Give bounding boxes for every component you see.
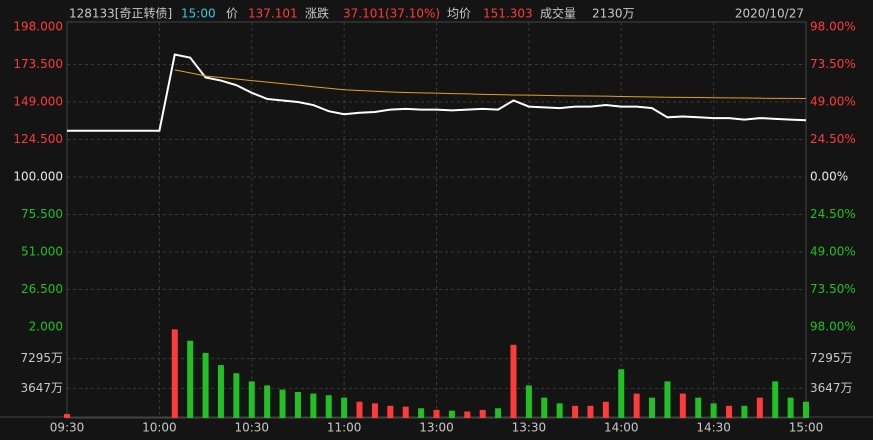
volume-bar (233, 373, 240, 418)
volume-bar (541, 397, 548, 418)
volume-bar (695, 397, 702, 418)
volume-bar (510, 344, 517, 418)
price-line (174, 69, 807, 99)
volume-tick-label: 7295万 (810, 351, 853, 365)
volume-bar (587, 405, 594, 418)
x-tick-label: 13:00 (419, 421, 454, 435)
x-tick-label: 13:30 (512, 421, 547, 435)
volume-tick-label: 7295万 (20, 351, 63, 365)
value: 137.101 (248, 7, 298, 21)
volume-bar (279, 389, 286, 418)
y-tick-label: 2.000 (29, 320, 63, 334)
volume-bar (402, 406, 409, 418)
volume-bar (418, 408, 425, 418)
volume-bar (294, 391, 301, 418)
volume-bar (325, 395, 332, 418)
volume-bar (525, 385, 532, 418)
value: 37.101(37.10%) (343, 7, 440, 21)
y2-tick-label: 0.00% (810, 170, 848, 184)
volume-bar (756, 397, 763, 418)
y-tick-label: 75.500 (21, 207, 63, 221)
volume-bar (217, 365, 224, 418)
code: 128133[奇正转债] (69, 6, 172, 21)
volume-bar (356, 401, 363, 418)
y-tick-label: 51.000 (21, 245, 63, 259)
volume-bar (741, 405, 748, 418)
y-tick-label: 173.500 (13, 57, 63, 71)
volume-bar (679, 393, 686, 418)
volume-bar (64, 413, 70, 418)
y2-tick-label: 98.00% (810, 320, 856, 334)
label: 均价 (447, 7, 471, 21)
volume-bar (387, 405, 394, 418)
volume-bar (448, 410, 455, 418)
volume-tick-label: 3647万 (20, 381, 63, 395)
y2-tick-label: 24.50% (810, 132, 856, 146)
volume-bar (171, 329, 178, 418)
label: 成交量 (540, 6, 576, 21)
volume-bar (371, 403, 378, 418)
volume-bar (264, 385, 271, 418)
x-tick-label: 14:30 (696, 421, 731, 435)
x-tick-label: 10:00 (142, 421, 177, 435)
volume-bar (602, 401, 609, 418)
time: 15:00 (181, 7, 216, 21)
volume-bar (310, 393, 317, 418)
volume-bar (495, 408, 502, 418)
date: 2020/10/27 (735, 7, 804, 21)
label: 涨跌 (305, 6, 329, 21)
y-tick-label: 26.500 (21, 282, 63, 296)
volume-bar (433, 409, 440, 418)
x-tick-label: 10:30 (234, 421, 269, 435)
volume-bar (726, 405, 733, 418)
value: 2130万 (592, 7, 635, 21)
price-line (67, 53, 807, 132)
volume-bar (187, 340, 194, 418)
volume-bar (772, 381, 779, 418)
volume-bar (787, 397, 794, 418)
y-tick-label: 124.500 (13, 132, 63, 146)
volume-bar (633, 393, 640, 418)
y-tick-label: 149.000 (13, 95, 63, 109)
y2-tick-label: 49.00% (810, 95, 856, 109)
y2-tick-label: 49.00% (810, 245, 856, 259)
label: 价 (226, 7, 238, 21)
volume-bar (649, 397, 656, 418)
volume-bar (803, 401, 809, 418)
y2-tick-label: 98.00% (810, 20, 856, 34)
volume-bar (202, 352, 209, 418)
x-tick-label: 11:00 (327, 421, 362, 435)
volume-bar (341, 397, 348, 418)
x-tick-label: 09:30 (50, 421, 85, 435)
volume-bar (710, 403, 717, 418)
x-tick-label: 14:00 (604, 421, 639, 435)
volume-bar (572, 405, 579, 418)
x-tick-label: 15:00 (789, 421, 824, 435)
y2-tick-label: 24.50% (810, 207, 856, 221)
value: 151.303 (483, 7, 533, 21)
volume-bar (248, 381, 255, 418)
y2-tick-label: 73.50% (810, 282, 856, 296)
volume-tick-label: 3647万 (810, 381, 853, 395)
volume-bar (464, 411, 471, 418)
volume-bar (618, 369, 625, 418)
volume-bar (664, 381, 671, 418)
volume-bar (556, 403, 563, 418)
y2-tick-label: 73.50% (810, 57, 856, 71)
y-tick-label: 198.000 (13, 20, 63, 34)
y-tick-label: 100.000 (13, 170, 63, 184)
volume-bar (479, 409, 486, 418)
